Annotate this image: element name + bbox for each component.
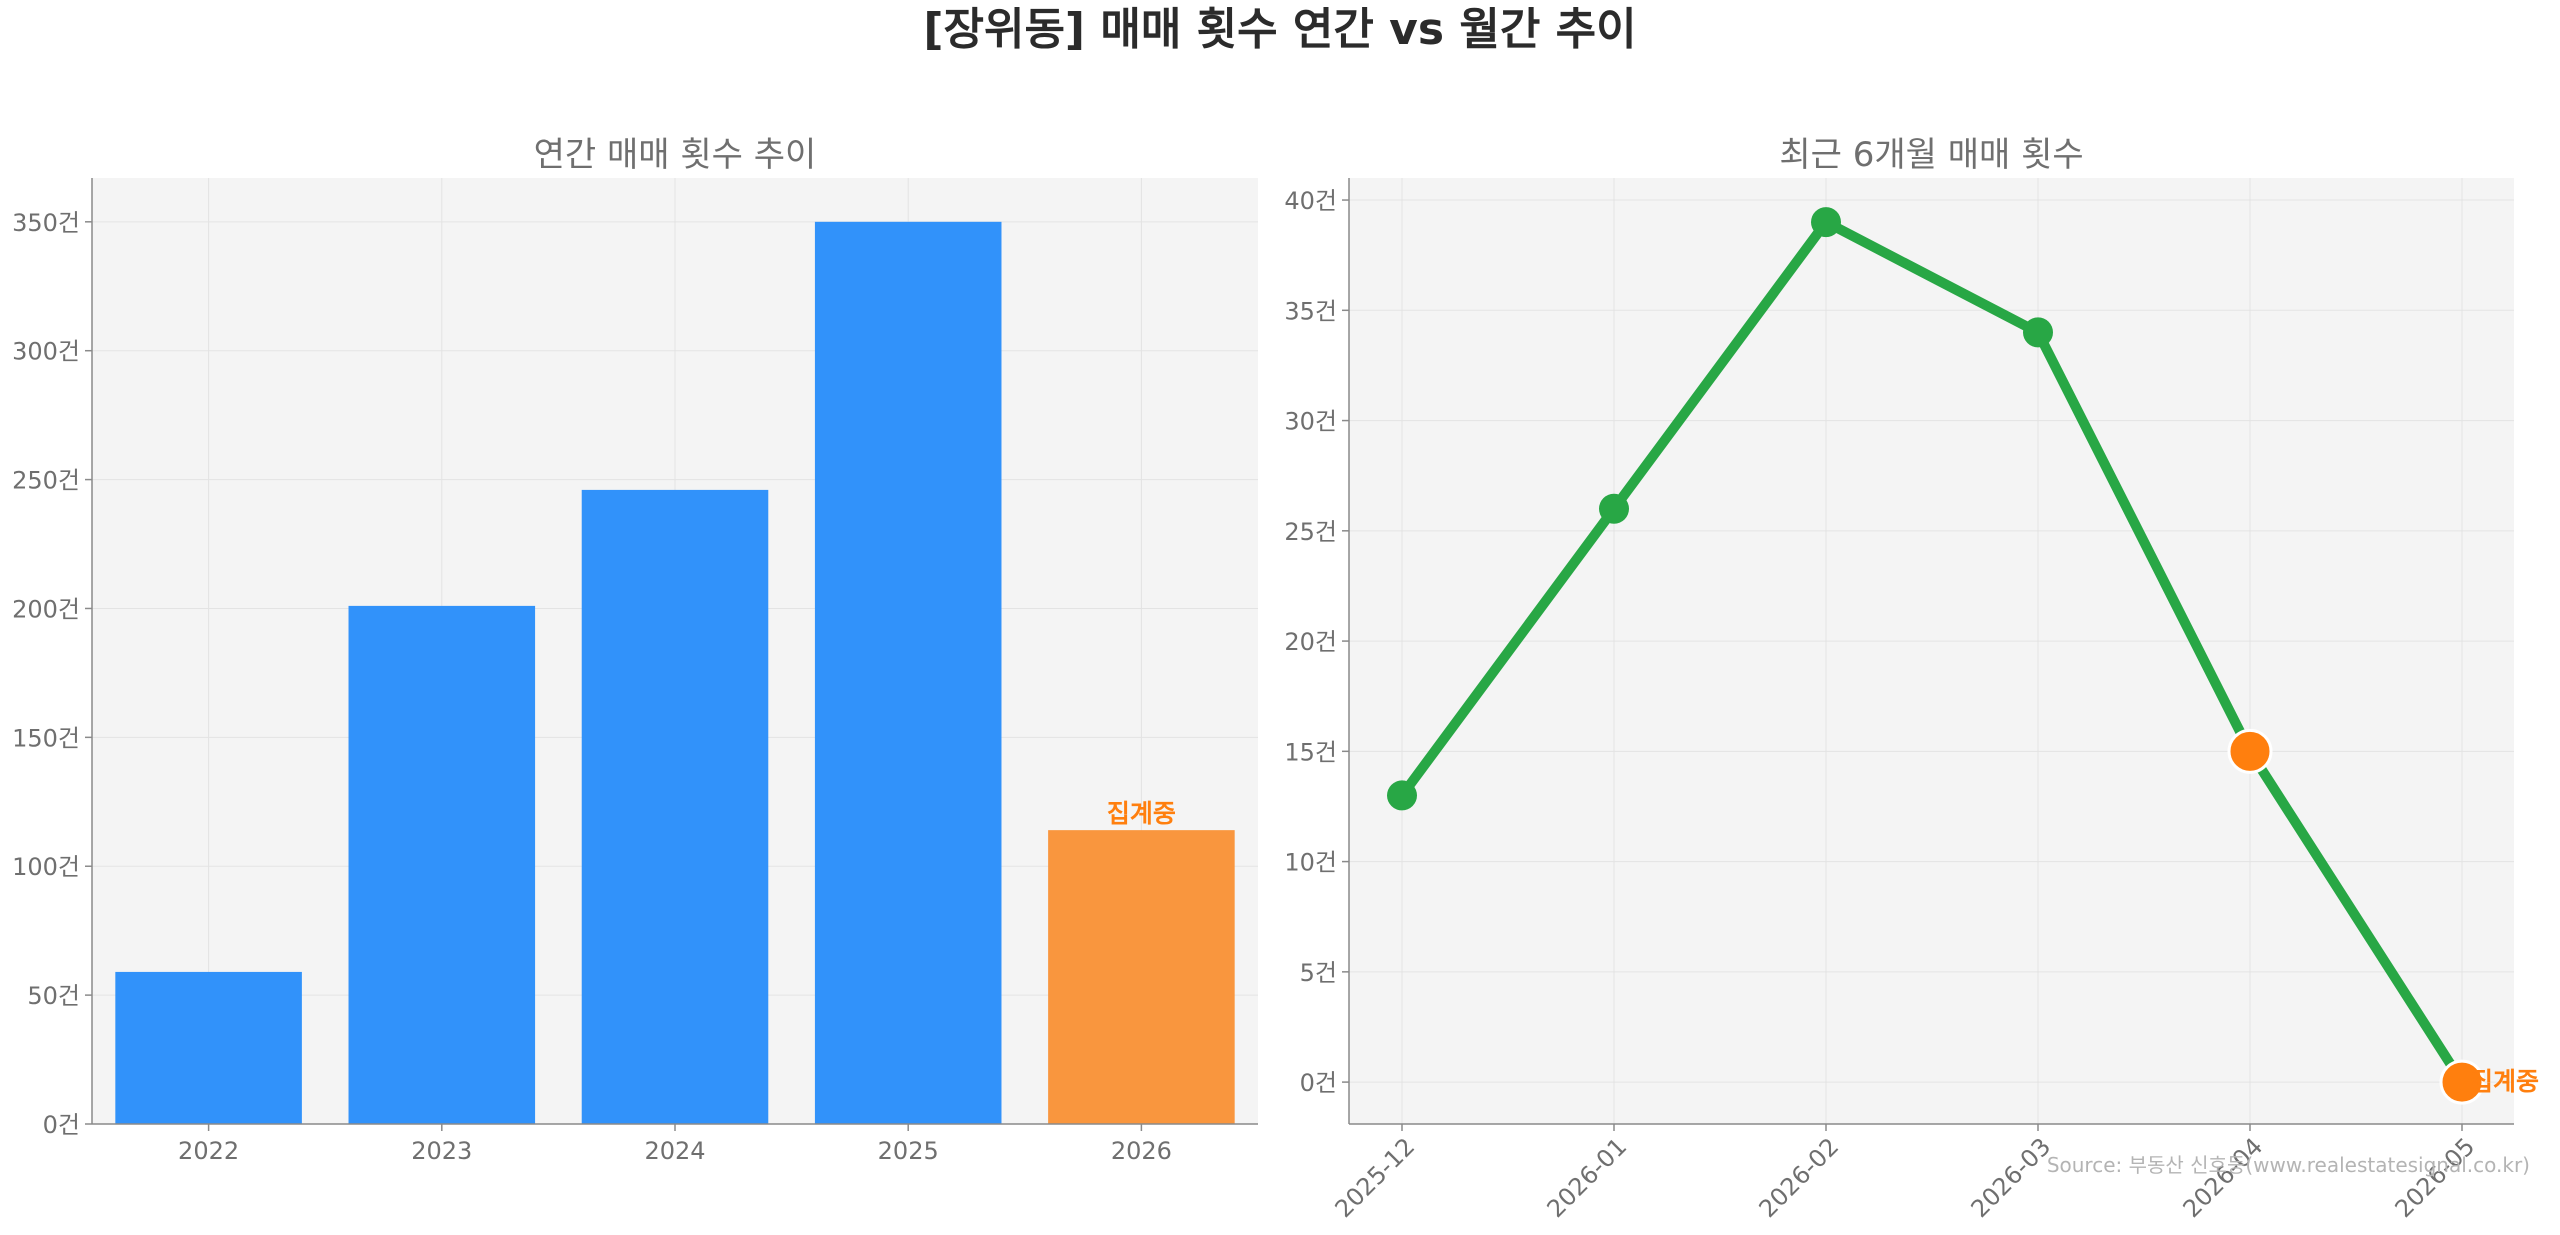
main-title: [장위동] 매매 횟수 연간 vs 월간 추이 [923, 4, 1637, 55]
y-tick-label: 15건 [1284, 738, 1337, 766]
bar-2023 [348, 605, 536, 1124]
annual-bar-chart: 0건 50건 100건 150건 200건 250건 300건 350건 2022 2023 202… [12, 135, 1258, 1165]
y-tick-label: 30건 [1284, 408, 1337, 436]
x-tick-label: 2025-12 [1330, 1132, 1421, 1223]
x-tick-label: 2023 [411, 1137, 472, 1165]
bar-2026 [1048, 830, 1235, 1124]
x-tick-label: 2022 [178, 1137, 239, 1165]
bar-2022 [115, 971, 302, 1124]
annotation-label: 집계중 [2470, 1067, 2539, 1096]
data-point-2026-01 [1599, 493, 1629, 524]
x-tick-label: 2026-03 [1966, 1132, 2057, 1223]
y-tick-label: 50건 [27, 982, 80, 1010]
x-tick-label: 2026-05 [2390, 1132, 2481, 1223]
y-tick-label: 5건 [1300, 959, 1337, 987]
data-point-2026-03 [2023, 317, 2053, 348]
x-tick-label: 2024 [644, 1137, 705, 1165]
y-tick-label: 350건 [12, 209, 80, 237]
x-tick-label: 2026-01 [1542, 1132, 1633, 1223]
grid-lines [1349, 178, 2514, 1124]
y-tick-label: 150건 [12, 724, 80, 752]
source-note: Source: 부동산 신호등(www.realestatesignal.co.… [2047, 1153, 2530, 1177]
x-tick-label: 2025 [878, 1137, 939, 1165]
series-line [1397, 217, 2467, 1088]
x-tick-label: 2026 [1111, 1137, 1172, 1165]
data-point-2026-05 [2439, 1059, 2485, 1105]
y-tick-label: 10건 [1284, 849, 1337, 877]
y-tick-label: 35건 [1284, 297, 1337, 325]
monthly-line-chart: 0건 5건 10건 15건 20건 25건 30건 35건 40건 2025-12 2026-01 2… [1284, 135, 2539, 1223]
y-tick-label: 20건 [1284, 628, 1337, 656]
data-point-2025-12 [1387, 780, 1417, 811]
x-tick-label: 2026-02 [1754, 1132, 1845, 1223]
y-tick-label: 250건 [12, 467, 80, 495]
x-tick-label: 2026-04 [2178, 1132, 2269, 1223]
plot-area [1349, 178, 2514, 1124]
bar-2025 [814, 221, 1002, 1124]
data-point-2026-04 [2227, 728, 2273, 774]
y-tick-label: 100건 [12, 853, 80, 881]
y-tick-label: 300건 [12, 338, 80, 366]
annotation-label: 집계중 [1107, 799, 1176, 828]
y-tick-label: 0건 [1300, 1069, 1337, 1097]
y-tick-label: 0건 [43, 1111, 80, 1139]
y-tick-label: 40건 [1284, 187, 1337, 215]
y-tick-label: 200건 [12, 595, 80, 623]
data-point-2026-02 [1811, 207, 1841, 238]
bar-2024 [581, 489, 769, 1124]
subplot-title: 최근 6개월 매매 횟수 [1779, 135, 2083, 175]
subplot-title: 연간 매매 횟수 추이 [534, 135, 817, 175]
y-tick-label: 25건 [1284, 518, 1337, 546]
